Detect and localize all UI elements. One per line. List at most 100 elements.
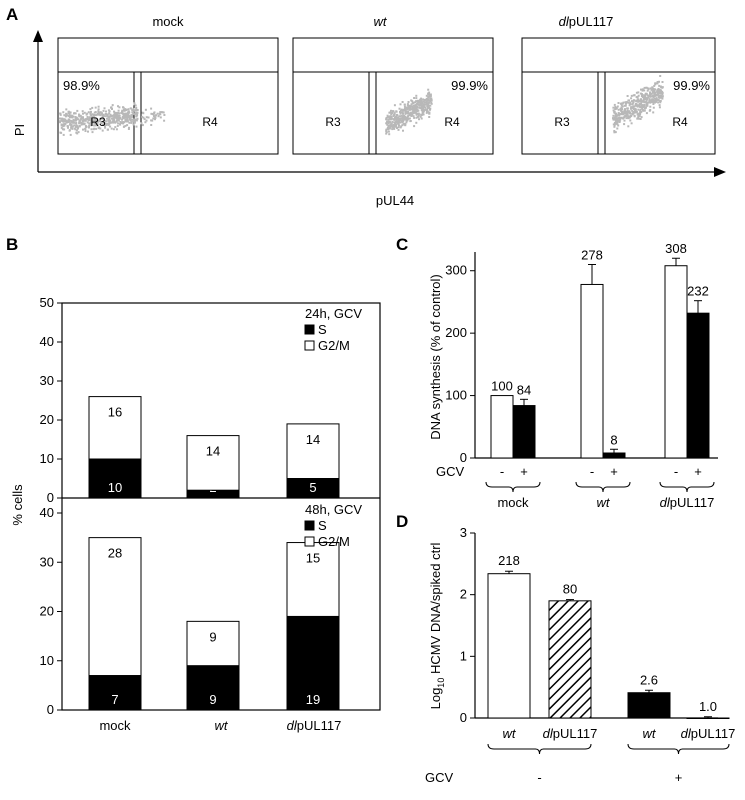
flow-event	[124, 120, 127, 123]
flow-event	[97, 105, 100, 108]
flow-event	[645, 103, 648, 106]
flow-event	[625, 110, 628, 113]
flow-event	[402, 118, 405, 121]
flow-event	[612, 109, 615, 112]
flow-event	[637, 98, 640, 101]
flow-event	[426, 99, 429, 102]
gcv-sign: -	[590, 464, 594, 479]
flow-event	[614, 106, 617, 108]
flow-event	[388, 133, 391, 136]
flow-event	[639, 108, 642, 111]
flow-event	[400, 111, 403, 114]
flow-event	[638, 114, 641, 117]
data-label: 278	[581, 247, 603, 262]
flow-event	[104, 123, 107, 126]
flow-event	[397, 128, 400, 131]
flow-event	[78, 122, 81, 125]
flow-event	[102, 118, 105, 120]
flow-event	[415, 113, 418, 116]
flow-event	[626, 95, 629, 97]
flow-event	[620, 110, 623, 112]
category-label: dlpUL117	[681, 726, 736, 741]
flow-event	[393, 116, 396, 119]
flow-event	[94, 118, 97, 121]
flow-event	[76, 132, 79, 135]
flow-event	[654, 91, 657, 94]
flow-event	[104, 126, 107, 129]
flow-event	[84, 128, 87, 131]
flow-event	[96, 113, 99, 116]
flow-event	[69, 119, 72, 122]
y-tick-label: 20	[40, 412, 54, 427]
flow-event	[151, 119, 154, 122]
flow-event	[622, 101, 625, 104]
flow-event	[401, 101, 404, 103]
flow-event	[77, 118, 80, 121]
flow-event	[132, 123, 135, 126]
flow-event	[399, 111, 401, 113]
panel-b-bars: 1016214514728991915	[88, 396, 340, 711]
flow-event	[646, 101, 649, 104]
group-brace	[487, 743, 592, 755]
flow-event	[71, 127, 74, 130]
flow-event	[87, 111, 90, 114]
flow-event	[646, 89, 649, 92]
bar-1	[512, 405, 536, 459]
flow-event	[425, 108, 428, 111]
flow-event	[94, 106, 97, 109]
panel-b-ticks: 0 10 20 30 40 50 0 10 20 30 40	[40, 295, 62, 717]
legend-swatch-g2m	[304, 536, 315, 547]
panel-b-ylabel: % cells	[10, 484, 25, 526]
flow-event	[65, 108, 68, 111]
flow-event	[100, 122, 103, 125]
flow-event	[624, 108, 626, 111]
flow-event	[408, 112, 411, 115]
flow-event	[407, 115, 410, 117]
flow-event	[112, 114, 115, 117]
flow-event	[105, 110, 107, 113]
data-label: 14	[206, 444, 220, 459]
flow-event	[386, 120, 389, 123]
flow-event	[87, 130, 89, 133]
flow-event	[409, 120, 412, 123]
flow-event	[107, 119, 110, 122]
flow-event	[653, 90, 655, 92]
flow-event	[415, 94, 418, 97]
bar-g2m-2	[286, 542, 340, 617]
flow-event	[61, 120, 64, 123]
flow-event	[71, 116, 74, 119]
flow-event	[65, 113, 68, 116]
flow-event	[628, 111, 631, 114]
flow-title-mock: mock	[152, 14, 184, 29]
flow-event	[389, 123, 392, 126]
flow-event	[386, 114, 389, 117]
flow-event	[426, 106, 429, 109]
bar-s-0	[88, 458, 142, 499]
gcv-sign: +	[520, 464, 528, 479]
flow-event	[64, 123, 67, 126]
flow-event	[427, 98, 430, 101]
flow-event	[416, 108, 419, 111]
data-label: 15	[306, 551, 320, 566]
flow-event	[129, 119, 132, 122]
flow-event	[615, 112, 618, 115]
flow-event	[657, 101, 660, 104]
flow-event	[130, 115, 133, 118]
flow-event	[67, 110, 70, 113]
data-label: 84	[517, 382, 531, 397]
flow-event	[423, 101, 426, 104]
panel-c-bars: 100 84 278 8 308 232	[490, 241, 710, 459]
flow-event	[417, 100, 420, 103]
flow-event	[385, 118, 388, 121]
flow-event	[394, 124, 397, 127]
flow-event	[122, 122, 124, 125]
data-label: 16	[108, 405, 122, 420]
flow-event	[392, 115, 395, 117]
bar-4	[664, 265, 688, 459]
flow-event	[125, 118, 128, 121]
bar-1	[548, 600, 592, 719]
data-label: 9	[209, 629, 216, 644]
flow-event	[422, 113, 425, 116]
flow-event	[128, 118, 131, 121]
flow-event	[78, 113, 81, 116]
